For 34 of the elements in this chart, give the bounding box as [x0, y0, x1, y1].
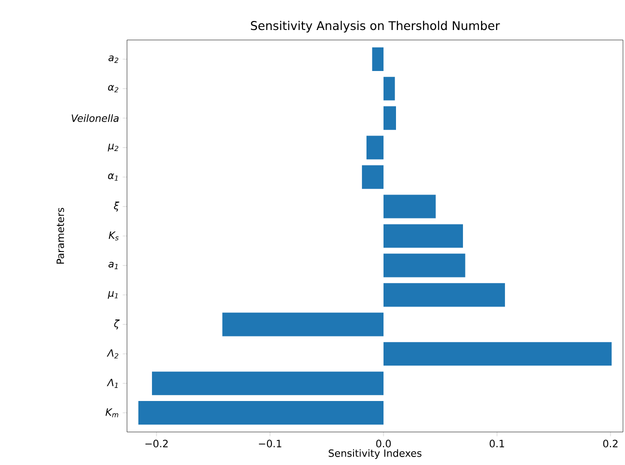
y-tick-label: a$_{1}$ — [108, 262, 118, 270]
chart-title: Sensitivity Analysis on Thershold Number — [250, 20, 500, 32]
y-tick-label: ξ — [114, 202, 120, 212]
bar — [384, 224, 463, 248]
bar — [384, 106, 396, 130]
y-tick-label: a$_{2}$ — [108, 55, 118, 63]
y-tick-label: μ$_{2}$ — [108, 144, 118, 152]
y-tick-label: K$_{m}$ — [106, 408, 118, 418]
y-tick-label: μ$_{1}$ — [108, 291, 118, 299]
bar — [362, 165, 384, 189]
bar — [384, 194, 436, 218]
y-tick-label: α$_{2}$ — [108, 84, 118, 92]
x-axis-title: Sensitivity Indexes — [328, 449, 422, 459]
y-tick-label: Veilonella — [72, 114, 119, 122]
bar — [366, 136, 384, 160]
bar — [138, 401, 384, 425]
bar — [384, 342, 612, 366]
y-axis-title: Parameters — [56, 208, 64, 264]
y-tick-label: Λ$_{2}$ — [106, 349, 118, 358]
bar — [384, 76, 395, 100]
y-tick-label: Λ$_{1}$ — [106, 378, 118, 388]
y-tick-label: ζ — [114, 320, 120, 330]
bar — [222, 312, 384, 336]
x-tick-label: −0.1 — [258, 440, 282, 448]
y-tick-label: K$_{s}$ — [108, 232, 119, 240]
bar — [384, 283, 505, 307]
y-tick-label: α$_{1}$ — [108, 173, 118, 181]
x-tick-label: 0.0 — [376, 440, 391, 448]
x-tick-label: 0.1 — [490, 440, 504, 448]
x-tick-label: 0.2 — [603, 440, 618, 448]
x-tick-label: −0.2 — [145, 440, 168, 448]
bar — [384, 254, 466, 278]
bar — [372, 47, 384, 71]
bar — [152, 372, 384, 396]
